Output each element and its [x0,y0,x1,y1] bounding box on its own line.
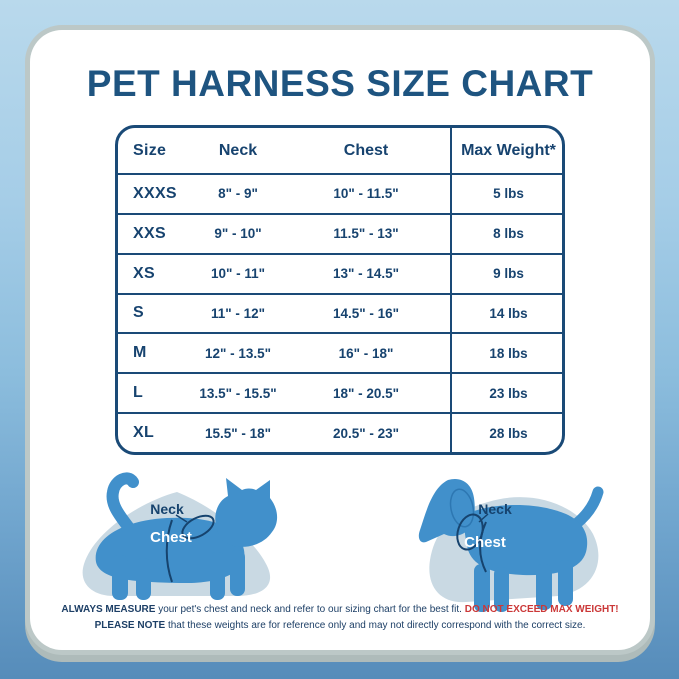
cat-head [215,478,278,547]
table-cell-size: M [118,332,194,372]
table-cell-size: XL [118,412,194,452]
table-cell-weight: 8 lbs [450,212,562,253]
table-cell-weight: 5 lbs [450,173,562,213]
table-cell-chest: 13" - 14.5" [282,252,450,293]
dog-neck-pointer [478,513,489,523]
table-cell-neck: 13.5" - 15.5" [194,372,282,412]
col-header-chest: Chest [343,141,389,159]
table-cell-size: XS [118,252,194,293]
disclaimer-line2-text: that these weights are for reference onl… [165,619,586,631]
table-cell-weight: 18 lbs [450,332,562,373]
cat-tail [106,472,139,538]
table-cell-weight: 14 lbs [450,292,562,333]
dog-measurement-illustration: Neck Chest [418,478,604,612]
table-cell-size: L [118,372,194,412]
disclaimer-max-weight-warning: DO NOT EXCEED MAX WEIGHT! [464,604,619,615]
disclaimer: ALWAYS MEASURE your pet's chest and neck… [48,602,632,633]
disclaimer-line1-text: your pet's chest and neck and refer to o… [155,604,465,615]
chart-card: PET HARNESS SIZE CHART Size Neck Chest M… [30,30,650,650]
table-cell-chest: 10" - 11.5" [282,173,450,213]
table-cell-size: S [118,292,194,333]
table-cell-chest: 11.5" - 13" [282,212,450,253]
table-cell-chest: 14.5" - 16" [282,292,450,333]
cat-measurement-illustration: Neck Chest [82,472,278,600]
table-cell-size: XXS [118,212,194,253]
dog-tail [570,486,604,530]
cat-neck-measure-line [181,514,215,540]
page-title: PET HARNESS SIZE CHART [86,63,594,104]
cat-neck-label: Neck [150,501,184,517]
col-header-neck: Neck [218,141,258,159]
table-cell-neck: 11" - 12" [194,292,282,333]
dog-chest-measure-line [479,521,487,573]
disclaimer-please-note: PLEASE NOTE [94,619,166,631]
cat-neck-pointer [175,514,188,523]
table-cell-neck: 15.5" - 18" [194,412,282,452]
table-cell-neck: 12" - 13.5" [194,332,282,372]
table-cell-chest: 20.5" - 23" [282,412,450,452]
table-cell-neck: 10" - 11" [194,252,282,293]
dog-chest-label: Chest [464,534,506,551]
dog-legs [474,560,573,612]
cat-legs [112,550,245,600]
dog-neck-label: Neck [478,501,512,517]
disclaimer-always-measure: ALWAYS MEASURE [61,604,156,615]
table-cell-chest: 18" - 20.5" [282,372,450,412]
col-header-max-weight: Max Weight* [450,128,562,173]
col-header-size: Size [133,141,167,159]
table-cell-chest: 16" - 18" [282,332,450,372]
table-cell-neck: 8" - 9" [194,173,282,213]
table-cell-size: XXXS [118,173,194,213]
table-cell-weight: 28 lbs [450,412,562,452]
cat-body [95,517,245,584]
table-cell-weight: 9 lbs [450,252,562,293]
size-table: Size Neck Chest Max Weight* XXXS 8" - 9"… [115,125,565,455]
table-cell-neck: 9" - 10" [194,212,282,253]
table-cell-weight: 23 lbs [450,372,562,413]
dog-body [464,505,588,576]
cat-chest-label: Chest [150,529,192,546]
dog-ear [449,488,475,528]
cat-chest-measure-line [165,519,173,583]
